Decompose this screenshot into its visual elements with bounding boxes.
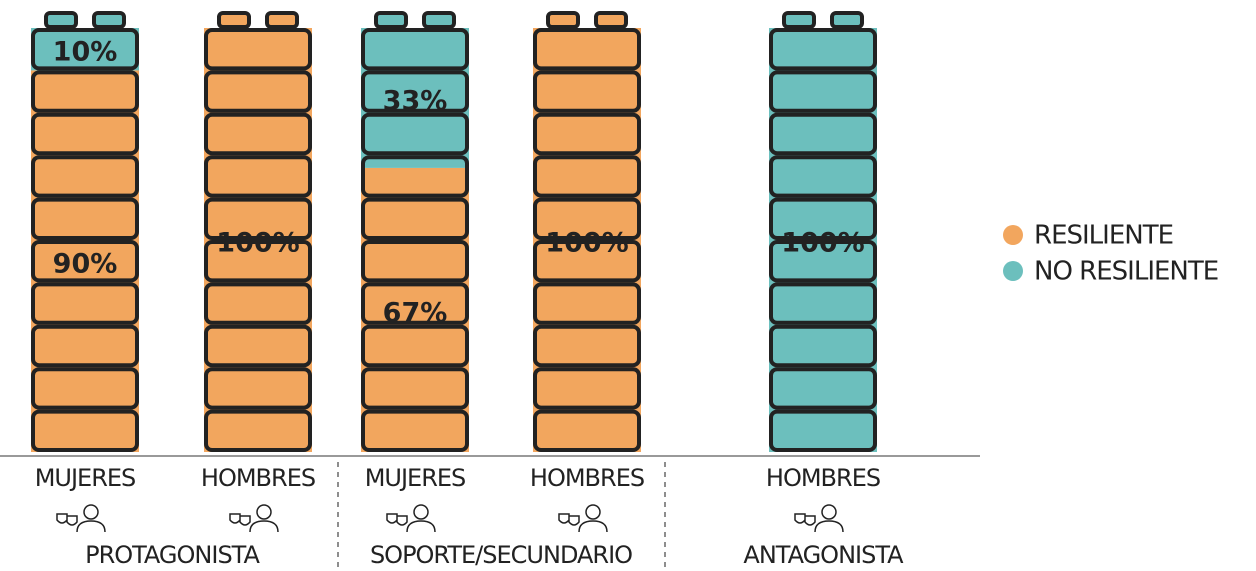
brick — [361, 70, 469, 113]
brick — [533, 70, 641, 113]
brick — [533, 324, 641, 368]
brick-stud — [782, 11, 816, 29]
character-icon — [56, 504, 106, 533]
x-tick-label: MUJERES — [365, 464, 466, 492]
group-label: SOPORTE/SECUNDARIO — [370, 541, 632, 569]
brick-stud — [217, 11, 251, 29]
brick — [204, 282, 312, 325]
brick — [31, 324, 139, 368]
brick — [31, 282, 139, 325]
legend-swatch — [1003, 225, 1023, 245]
brick — [769, 240, 877, 283]
icon-head — [413, 504, 429, 520]
icon-head — [256, 504, 272, 520]
icon-mask — [56, 513, 78, 526]
brick — [31, 28, 139, 71]
brick — [533, 155, 641, 198]
value-label: 10% — [53, 37, 118, 68]
bar-segment — [361, 167, 469, 453]
brick — [769, 367, 877, 410]
brick-stud — [422, 11, 456, 29]
brick — [31, 155, 139, 198]
icon-body — [578, 520, 608, 533]
brick — [361, 112, 469, 156]
brick — [769, 155, 877, 198]
character-icon — [794, 504, 844, 533]
x-tick-label: HOMBRES — [530, 464, 644, 492]
icon-mask — [558, 513, 580, 526]
group-label: ANTAGONISTA — [743, 541, 904, 569]
brick — [204, 324, 312, 368]
brick — [533, 282, 641, 325]
brick — [361, 409, 469, 453]
brick-stud — [265, 11, 299, 29]
brick — [533, 197, 641, 241]
brick — [769, 70, 877, 113]
icon-head — [821, 504, 837, 520]
brick — [361, 197, 469, 241]
brick — [31, 112, 139, 156]
icon-mask — [386, 513, 408, 526]
brick — [31, 70, 139, 113]
brick — [204, 367, 312, 410]
character-icon — [229, 504, 279, 533]
brick — [533, 112, 641, 156]
group-label: PROTAGONISTA — [85, 541, 260, 569]
brick — [204, 409, 312, 453]
brick — [31, 197, 139, 241]
bar-segment — [31, 70, 139, 453]
legend-label: NO RESILIENTE — [1034, 257, 1218, 287]
brick — [204, 28, 312, 71]
brick — [31, 409, 139, 453]
brick — [31, 240, 139, 283]
brick — [533, 367, 641, 410]
icon-head — [83, 504, 99, 520]
brick — [204, 197, 312, 241]
brick — [204, 70, 312, 113]
value-label: 90% — [53, 249, 118, 280]
icon-body — [249, 520, 279, 533]
icon-body — [814, 520, 844, 533]
character-icon — [558, 504, 608, 533]
icon-mask — [229, 513, 251, 526]
brick-stud — [374, 11, 408, 29]
brick — [31, 367, 139, 410]
brick — [533, 240, 641, 283]
brick — [361, 28, 469, 71]
brick — [769, 28, 877, 71]
brick-stud — [44, 11, 78, 29]
brick — [204, 112, 312, 156]
x-tick-label: MUJERES — [35, 464, 136, 492]
brick — [769, 197, 877, 241]
brick — [361, 155, 469, 198]
brick — [769, 409, 877, 453]
brick — [361, 324, 469, 368]
brick — [361, 282, 469, 325]
character-icon — [386, 504, 436, 533]
brick — [204, 155, 312, 198]
brick — [361, 367, 469, 410]
brick — [204, 240, 312, 283]
brick-stud — [830, 11, 864, 29]
brick — [769, 282, 877, 325]
icon-body — [76, 520, 106, 533]
bar-segment — [361, 28, 469, 168]
brick — [769, 324, 877, 368]
icon-mask — [794, 513, 816, 526]
brick — [533, 28, 641, 71]
brick — [533, 409, 641, 453]
brick — [361, 240, 469, 283]
legend-swatch — [1003, 261, 1023, 281]
bar-segment — [31, 28, 139, 71]
legend-label: RESILIENTE — [1034, 221, 1173, 251]
brick-stud — [594, 11, 628, 29]
brick-stud — [546, 11, 580, 29]
x-tick-label: HOMBRES — [766, 464, 880, 492]
x-tick-label: HOMBRES — [201, 464, 315, 492]
brick — [769, 112, 877, 156]
icon-body — [406, 520, 436, 533]
brick-stud — [92, 11, 126, 29]
icon-head — [585, 504, 601, 520]
